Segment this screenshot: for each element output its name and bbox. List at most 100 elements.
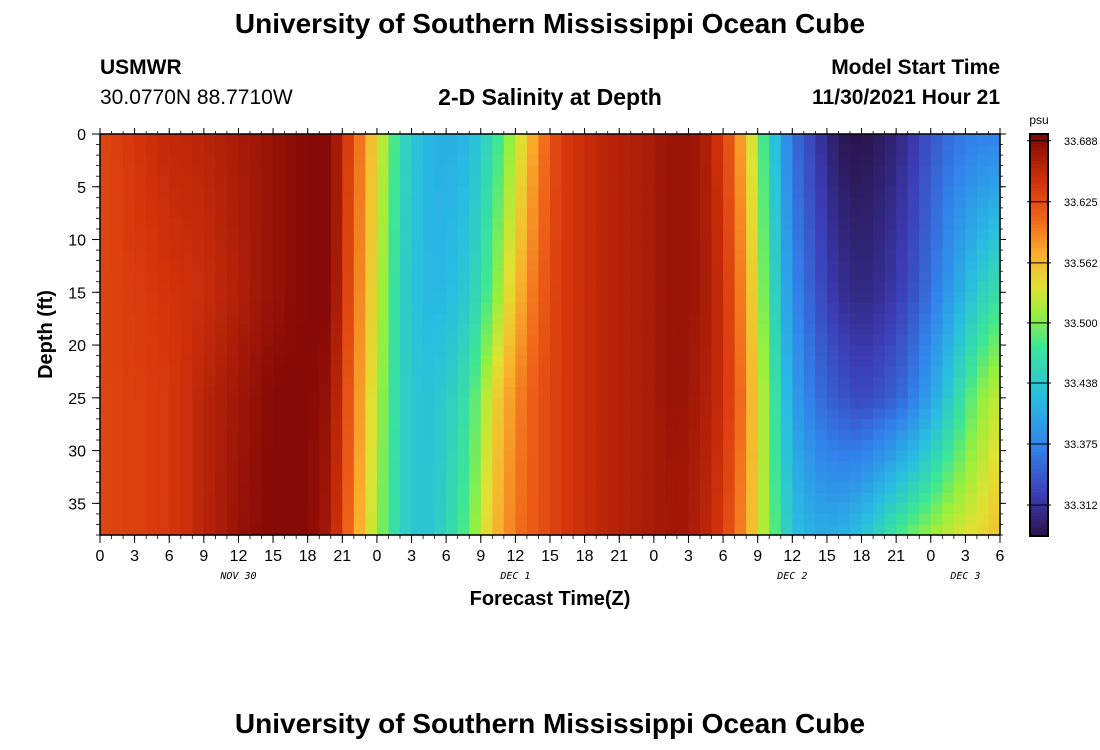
heatmap-cell <box>492 355 505 367</box>
heatmap-cell <box>965 334 978 346</box>
heatmap-cell <box>953 471 966 483</box>
heatmap-cell <box>526 503 540 515</box>
heatmap-cell <box>942 492 955 504</box>
x-tick-label: 21 <box>610 548 628 565</box>
heatmap-cell <box>492 450 505 462</box>
heatmap-cell <box>780 503 793 515</box>
heatmap-cell <box>838 239 851 251</box>
colorbar-band <box>1030 144 1048 148</box>
heatmap-cell <box>469 218 482 230</box>
heatmap-cell <box>596 461 609 473</box>
heatmap-cell <box>838 176 851 188</box>
heatmap-cell <box>111 366 124 378</box>
heatmap-cell <box>169 418 182 431</box>
heatmap-cell <box>619 323 632 336</box>
heatmap-cell <box>203 397 216 409</box>
heatmap-cell <box>861 281 874 293</box>
colorbar-band <box>1030 170 1048 175</box>
heatmap-cell <box>642 345 655 357</box>
heatmap-cell <box>596 450 609 462</box>
heatmap-cell <box>803 239 816 251</box>
heatmap-cell <box>850 471 863 483</box>
heatmap-cell <box>884 366 897 378</box>
heatmap-cell <box>388 482 401 494</box>
heatmap-cell <box>792 366 805 378</box>
heatmap-cell <box>250 492 263 504</box>
heatmap-cell <box>861 503 874 515</box>
heatmap-cell <box>446 461 459 473</box>
heatmap-cell <box>942 450 955 462</box>
heatmap-cell <box>988 482 1001 494</box>
heatmap-cell <box>503 513 516 526</box>
heatmap-cell <box>215 397 228 409</box>
heatmap-cell <box>619 207 632 220</box>
heatmap-cell <box>296 408 309 420</box>
heatmap-cell <box>319 387 332 399</box>
heatmap-cell <box>296 387 309 399</box>
heatmap-cell <box>434 387 447 399</box>
heatmap-cell <box>503 218 516 230</box>
heatmap-cell <box>815 250 828 262</box>
heatmap-cell <box>180 450 193 462</box>
heatmap-cell <box>561 228 574 241</box>
heatmap-cell <box>861 492 874 504</box>
heatmap-cell <box>907 218 920 230</box>
heatmap-cell <box>746 323 759 336</box>
heatmap-cell <box>815 503 828 515</box>
heatmap-cell <box>261 513 274 526</box>
heatmap-cell <box>388 281 401 293</box>
heatmap-cell <box>446 292 459 304</box>
heatmap-cell <box>526 524 540 536</box>
heatmap-cell <box>330 492 343 504</box>
heatmap-cell <box>538 186 551 198</box>
heatmap-cell <box>573 492 586 504</box>
heatmap-cell <box>134 482 147 494</box>
heatmap-cell <box>261 492 274 504</box>
heatmap-cell <box>561 144 574 156</box>
heatmap-cell <box>665 292 678 304</box>
heatmap-cell <box>723 218 736 230</box>
heatmap-cell <box>826 292 840 304</box>
heatmap-cell <box>838 334 851 346</box>
heatmap-cell <box>446 271 459 283</box>
heatmap-cell <box>792 387 805 399</box>
heatmap-cell <box>573 165 586 177</box>
heatmap-cell <box>284 513 297 526</box>
heatmap-cell <box>780 397 793 409</box>
heatmap-cell <box>665 207 678 220</box>
heatmap-cell <box>146 355 159 367</box>
heatmap-cell <box>734 334 747 346</box>
heatmap-cell <box>769 471 782 483</box>
heatmap-cell <box>111 450 124 462</box>
heatmap-cell <box>411 186 424 198</box>
heatmap-cell <box>884 250 897 262</box>
heatmap-cell <box>550 186 563 198</box>
heatmap-cell <box>492 323 505 336</box>
heatmap-cell <box>688 418 701 431</box>
colorbar-band <box>1030 388 1048 393</box>
heatmap-cell <box>550 176 563 188</box>
heatmap-cell <box>342 239 355 251</box>
heatmap-cell <box>561 387 574 399</box>
colorbar-band <box>1030 422 1048 427</box>
heatmap-cell <box>711 323 724 336</box>
heatmap-cell <box>203 408 216 420</box>
heatmap-cell <box>250 408 263 420</box>
heatmap-cell <box>492 492 505 504</box>
heatmap-cell <box>284 207 297 220</box>
heatmap-cell <box>642 165 655 177</box>
heatmap-cell <box>319 471 332 483</box>
heatmap-cell <box>376 366 390 378</box>
heatmap-cell <box>919 471 932 483</box>
colorbar-band <box>1030 184 1048 189</box>
heatmap-cell <box>746 292 759 304</box>
heatmap-cell <box>826 397 840 409</box>
heatmap-cell <box>550 376 563 388</box>
heatmap-cell <box>423 239 436 251</box>
heatmap-cell <box>526 408 540 420</box>
heatmap-cell <box>480 186 493 198</box>
heatmap-cell <box>480 482 493 494</box>
heatmap-cell <box>434 207 447 220</box>
heatmap-cell <box>746 366 759 378</box>
heatmap-cell <box>515 471 528 483</box>
